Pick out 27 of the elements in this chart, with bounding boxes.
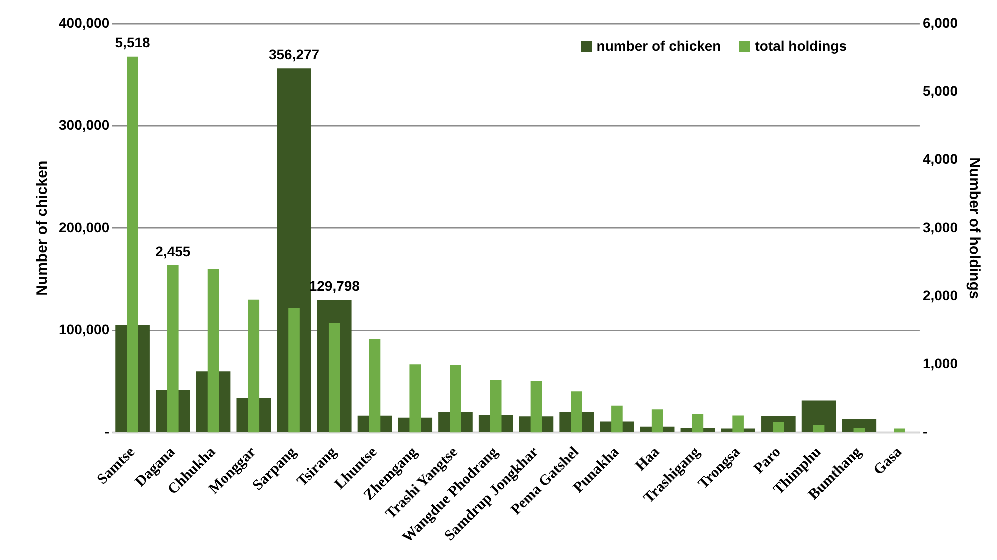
y-tick-label: 200,000 (58, 219, 110, 236)
y2-tick-label: 6,000 (922, 14, 958, 31)
y-tick-label: 100,000 (58, 321, 110, 338)
y-tick-label: 300,000 (58, 117, 110, 134)
bar (288, 308, 300, 433)
y2-axis-title: Number of holdings (966, 158, 983, 300)
data-label: 5,518 (115, 34, 151, 51)
y2-tick-label: 5,000 (922, 82, 958, 99)
data-label: 2,455 (156, 243, 191, 260)
data-label: 356,277 (268, 46, 320, 63)
y2-tick-label: 4,000 (922, 151, 958, 168)
y2-tick-label: 2,000 (922, 287, 958, 304)
y-tick-label: - (104, 424, 110, 440)
bar (773, 422, 784, 433)
legend-label: total holdings (755, 38, 847, 54)
y2-tick-label: 3,000 (922, 219, 958, 236)
x-tick-label: Gasa (871, 444, 906, 479)
y2-tick-label: 1,000 (922, 356, 958, 372)
y-tick-label: 400,000 (58, 14, 110, 31)
bar (894, 428, 906, 433)
y-axis-title: Number of chicken (34, 160, 52, 296)
bar (802, 400, 836, 432)
legend-label: number of chicken (596, 38, 722, 54)
y2-tick-label: - (922, 424, 928, 440)
bar (842, 419, 877, 432)
bar (813, 425, 825, 433)
bar (854, 428, 866, 433)
